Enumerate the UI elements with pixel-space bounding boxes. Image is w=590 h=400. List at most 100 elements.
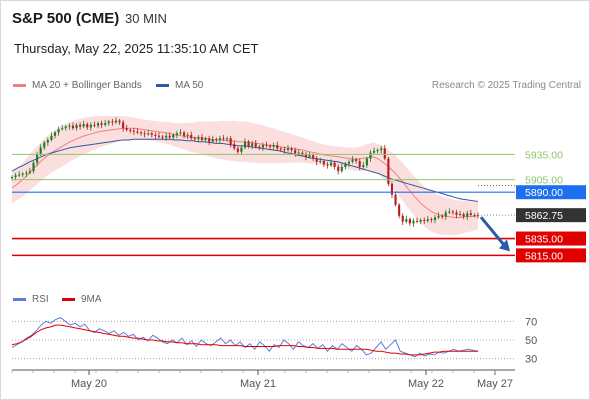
- candle-body: [64, 126, 67, 129]
- candle-body: [122, 122, 125, 129]
- candle-body: [412, 220, 415, 224]
- candle-body: [200, 137, 204, 140]
- candle-body: [36, 154, 39, 163]
- candle-body: [229, 138, 232, 145]
- support-tag: [516, 231, 586, 246]
- candle-body: [43, 142, 46, 148]
- candle-body: [437, 215, 440, 218]
- candle-body: [433, 217, 437, 220]
- candle-body: [283, 149, 286, 151]
- candle-body: [107, 121, 110, 124]
- x-tick-label: May 21: [240, 378, 276, 390]
- candle-body: [322, 161, 325, 165]
- candle-body: [39, 147, 42, 155]
- candle-body: [28, 171, 31, 173]
- candle-body: [383, 148, 386, 159]
- candle-body: [57, 129, 60, 133]
- candle-body: [14, 175, 17, 178]
- candle-body: [150, 133, 153, 135]
- candle-body: [114, 120, 118, 123]
- candle-body: [294, 150, 297, 154]
- pivot-label: 5890.00: [525, 187, 563, 199]
- last-price-label: 5862.75: [525, 210, 563, 222]
- chart-title: S&P 500 (CME): [12, 10, 120, 27]
- forecast-arrow: [479, 216, 508, 249]
- candle-body: [204, 138, 207, 140]
- legend-9ma: 9MA: [62, 294, 102, 305]
- candle-body: [398, 204, 401, 216]
- candle-body: [104, 123, 107, 125]
- candle-body: [319, 161, 322, 163]
- candle-body: [32, 162, 35, 172]
- candle-body: [111, 121, 114, 123]
- x-tick-label: May 20: [71, 378, 107, 390]
- candle-body: [147, 133, 150, 135]
- candle-body: [358, 161, 361, 167]
- candle-body: [261, 145, 264, 148]
- legend-ma50-label: MA 50: [175, 80, 204, 91]
- candle-body: [473, 214, 476, 216]
- candle-body: [247, 141, 250, 146]
- candle-body: [297, 152, 300, 154]
- candle-body: [444, 212, 447, 217]
- candle-body: [269, 145, 272, 147]
- ma9-swatch: [62, 298, 75, 301]
- candle-body: [197, 137, 200, 140]
- candle-body: [315, 158, 318, 162]
- x-tick-label: May 27: [477, 378, 513, 390]
- candle-body: [405, 219, 408, 222]
- candle-body: [68, 125, 71, 127]
- candle-body: [362, 165, 365, 167]
- candle-body: [236, 148, 239, 152]
- legend-9ma-label: 9MA: [81, 294, 102, 305]
- interval-label[interactable]: 30 MIN: [125, 11, 167, 26]
- candle-body: [71, 125, 75, 129]
- credit-label: Research © 2025 Trading Central: [431, 80, 581, 91]
- candle-body: [265, 145, 268, 147]
- candle-body: [408, 219, 411, 224]
- candle-body: [347, 161, 351, 164]
- candle-body: [208, 138, 211, 142]
- candle-body: [96, 123, 100, 126]
- bollinger-bands: [12, 115, 478, 236]
- ma20-swatch: [13, 84, 26, 87]
- candle-body: [136, 131, 139, 133]
- x-tick-label: May 22: [408, 378, 444, 390]
- candle-body: [168, 135, 171, 138]
- resistance-label: 5935.00: [525, 149, 563, 161]
- rsi-line: [11, 317, 479, 358]
- support-label: 5815.00: [525, 250, 563, 262]
- ma50-swatch: [156, 84, 169, 87]
- candle-body: [75, 124, 78, 129]
- candle-body: [143, 133, 146, 135]
- candle-body: [193, 138, 196, 140]
- candle-body: [215, 139, 218, 141]
- candle-body: [351, 159, 354, 162]
- candle-body: [312, 155, 315, 159]
- candle-body: [279, 148, 282, 150]
- candle-body: [344, 163, 347, 167]
- candle-body: [79, 124, 82, 127]
- candle-body: [89, 124, 92, 128]
- forecast-arrowhead: [499, 239, 510, 252]
- candle-body: [326, 164, 329, 166]
- legend-ma50: MA 50: [156, 80, 203, 91]
- candle-body: [466, 213, 469, 217]
- legend-ma20-label: MA 20 + Bollinger Bands: [32, 80, 142, 91]
- candle-body: [276, 145, 279, 149]
- candle-body: [462, 214, 465, 217]
- candle-body: [451, 211, 454, 213]
- candle-body: [25, 172, 28, 174]
- candle-body: [380, 148, 383, 151]
- legend-rsi: RSI: [13, 294, 49, 305]
- candle-body: [423, 220, 426, 221]
- candle-body: [415, 220, 419, 222]
- candle-body: [376, 150, 379, 152]
- candle-body: [46, 140, 49, 143]
- support-tag: [516, 248, 586, 263]
- candle-body: [304, 154, 308, 157]
- candle-body: [243, 141, 247, 148]
- timestamp: Thursday, May 22, 2025 11:35:10 AM CET: [14, 41, 259, 56]
- candle-body: [290, 148, 293, 151]
